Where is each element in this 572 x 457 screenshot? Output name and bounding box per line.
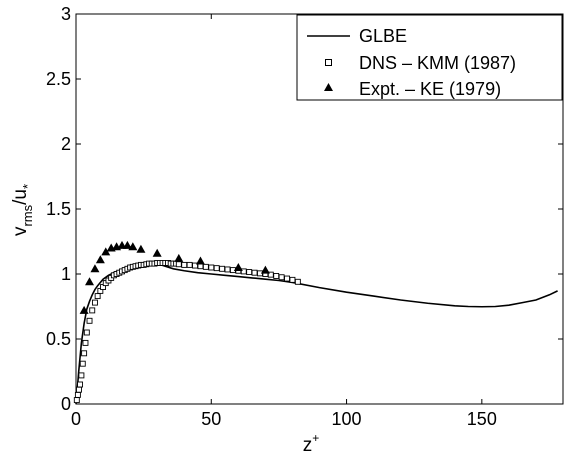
dns-square-point [224,266,231,273]
y-tick-label: 2.5 [46,69,71,89]
legend-label-dns: DNS – KMM (1987) [359,53,516,73]
x-tick-label: 100 [332,409,362,429]
dns-square-point [186,261,193,268]
legend-entry-expt: Expt. – KE (1979) [324,79,501,99]
expt-triangle-point [174,253,184,262]
x-tick-label: 0 [71,409,81,429]
series-line-glbe [75,262,558,405]
x-tick-label: 150 [467,409,497,429]
expt-triangle-point [195,256,205,265]
y-tick-label: 0.5 [46,329,71,349]
dns-square-point [251,269,258,276]
expt-triangle-point [85,277,95,286]
expt-triangle-point [122,240,132,249]
svg-text:z+: z+ [303,431,320,456]
legend-label-glbe: GLBE [359,26,407,46]
dns-square-point [213,265,220,272]
dns-square-point [273,273,280,279]
expt-triangle-point [260,265,270,274]
dns-square-point [86,317,93,324]
legend-box [296,14,563,101]
y-tick-label: 2 [61,134,71,154]
dns-square-point [202,263,209,270]
legend: GLBE DNS – KMM (1987) Expt. – KE (1979) [296,14,563,101]
dns-square-point [79,360,86,367]
expt-triangle-point [233,263,243,271]
expt-triangle-point [95,255,105,264]
y-axis-ticks: 0 0.5 1 1.5 2 2.5 3 [46,4,563,414]
x-axis-title: z+ [303,431,320,456]
svg-text:vrms/u*: vrms/u* [10,184,35,236]
dns-square-point [74,391,81,398]
dns-square-point [78,372,85,379]
dns-square-point [82,339,89,346]
plot-area: 0 50 100 150 0 0.5 1 1.5 2 2.5 3 [46,4,564,429]
dns-square-point [289,276,296,283]
series-layer [73,240,558,405]
expt-triangle-point [136,244,146,253]
legend-triangle-swatch [324,83,333,91]
dns-square-point [246,269,253,275]
expt-triangle-point [90,264,100,273]
dns-square-point [278,274,285,281]
legend-square-swatch [325,59,332,66]
y-tick-label: 0 [61,394,71,414]
y-tick-label: 1.5 [46,199,71,219]
legend-entry-dns: DNS – KMM (1987) [325,53,516,73]
y-tick-label: 1 [61,264,71,284]
dns-square-point [73,397,80,404]
dns-square-point [76,386,82,393]
legend-label-expt: Expt. – KE (1979) [359,79,501,99]
expt-triangle-point [79,305,89,314]
expt-triangle-point [152,248,162,257]
dns-square-point [294,278,301,285]
dns-square-point [81,350,88,357]
dns-square-point [181,261,188,268]
dns-square-point [175,261,182,268]
dns-square-point [77,381,84,388]
y-axis-title: vrms/u* [10,184,35,236]
legend-entry-glbe: GLBE [307,26,407,46]
dns-square-point [94,293,101,300]
expt-triangle-point [101,247,111,256]
dns-square-point [89,307,96,314]
expt-triangle-point [128,242,138,251]
dns-square-point [284,275,290,282]
dns-square-point [91,299,98,306]
dns-square-point [219,265,226,272]
dns-square-point [83,329,90,336]
dns-square-point [208,264,215,271]
x-tick-label: 50 [201,409,221,429]
y-tick-label: 3 [61,4,71,24]
